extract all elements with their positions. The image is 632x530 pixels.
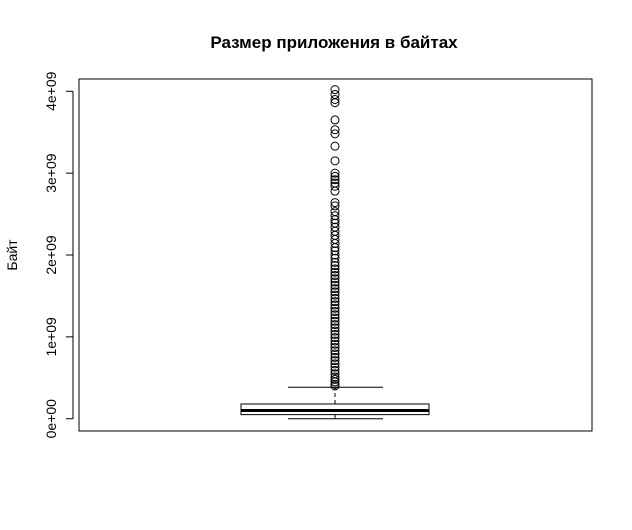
outlier-point <box>330 246 340 256</box>
outlier-point <box>330 356 340 366</box>
outlier-point <box>330 316 340 326</box>
outlier-point <box>330 323 340 333</box>
outlier-point <box>330 156 340 166</box>
outlier-point <box>330 267 340 277</box>
outlier-point <box>330 264 340 274</box>
outlier-point <box>330 336 340 346</box>
outlier-point <box>330 215 340 225</box>
box-plot <box>240 386 430 420</box>
y-tick-label: 1e+09 <box>43 317 59 357</box>
outlier-point <box>330 198 340 208</box>
outlier-point <box>330 175 340 185</box>
outlier-point <box>330 270 340 280</box>
y-tick-label: 4e+09 <box>43 71 59 111</box>
y-tick-label: 3e+09 <box>43 153 59 193</box>
outlier-point <box>330 280 340 290</box>
outlier-point <box>330 277 340 287</box>
outlier-point <box>330 349 340 359</box>
outlier-point <box>330 141 340 151</box>
outlier-point <box>330 115 340 125</box>
outlier-point <box>330 365 340 375</box>
y-axis: 0e+00 1e+09 2e+09 3e+09 4e+09 <box>43 71 74 439</box>
chart-title: Размер приложения в байтах <box>210 33 458 52</box>
outlier-point <box>330 250 340 260</box>
outlier-point <box>330 129 340 139</box>
outlier-point <box>330 274 340 284</box>
outlier-point <box>330 287 340 297</box>
outlier-point <box>330 303 340 313</box>
outlier-point <box>330 320 340 330</box>
outlier-point <box>330 346 340 356</box>
outlier-point <box>330 171 340 181</box>
outliers <box>330 85 340 391</box>
outlier-point <box>330 186 340 196</box>
outlier-point <box>330 125 340 135</box>
outlier-point <box>330 243 340 253</box>
outlier-point <box>330 239 340 249</box>
outlier-point <box>330 372 340 382</box>
outlier-point <box>330 310 340 320</box>
outlier-point <box>330 284 340 294</box>
outlier-point <box>330 257 340 267</box>
outlier-point <box>330 374 340 384</box>
outlier-point <box>330 201 340 211</box>
y-tick-label: 0e+00 <box>43 399 59 439</box>
plot-frame <box>78 78 593 432</box>
outlier-point <box>330 313 340 323</box>
outlier-point <box>330 306 340 316</box>
outlier-point <box>330 168 340 178</box>
outlier-point <box>330 343 340 353</box>
outlier-point <box>330 377 340 387</box>
outlier-point <box>330 381 340 391</box>
outlier-point <box>330 290 340 300</box>
y-tick-label: 2e+09 <box>43 235 59 275</box>
outlier-point <box>330 261 340 271</box>
outlier-point <box>330 98 340 108</box>
outlier-point <box>330 211 340 221</box>
outlier-point <box>330 326 340 336</box>
outlier-point <box>330 339 340 349</box>
outlier-point <box>330 293 340 303</box>
outlier-point <box>330 352 340 362</box>
outlier-point <box>330 329 340 339</box>
outlier-point <box>330 359 340 369</box>
outlier-point <box>330 253 340 263</box>
outlier-point <box>330 297 340 307</box>
outlier-point <box>330 94 340 104</box>
outlier-point <box>330 362 340 372</box>
outlier-point <box>330 300 340 310</box>
y-axis-title: Байт <box>4 239 20 271</box>
outlier-point <box>330 85 340 95</box>
outlier-point <box>330 181 340 191</box>
outlier-point <box>330 333 340 343</box>
